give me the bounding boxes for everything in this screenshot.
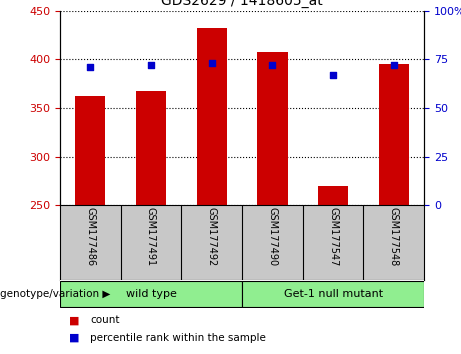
Bar bbox=[75, 96, 106, 205]
Text: ■: ■ bbox=[69, 315, 80, 325]
Text: genotype/variation ▶: genotype/variation ▶ bbox=[0, 289, 110, 299]
Text: GSM177486: GSM177486 bbox=[85, 207, 95, 266]
Text: GSM177490: GSM177490 bbox=[267, 207, 278, 266]
Text: percentile rank within the sample: percentile rank within the sample bbox=[90, 333, 266, 343]
Title: GDS2629 / 1418605_at: GDS2629 / 1418605_at bbox=[161, 0, 323, 8]
Bar bbox=[136, 91, 166, 205]
Text: ■: ■ bbox=[69, 333, 80, 343]
Text: wild type: wild type bbox=[125, 289, 177, 299]
Point bbox=[269, 62, 276, 68]
Bar bbox=[60, 281, 242, 307]
Point bbox=[87, 64, 94, 70]
Text: GSM177547: GSM177547 bbox=[328, 207, 338, 266]
Point bbox=[329, 72, 337, 78]
Bar bbox=[196, 28, 227, 205]
Text: GSM177548: GSM177548 bbox=[389, 207, 399, 266]
Bar bbox=[257, 52, 288, 205]
Text: count: count bbox=[90, 315, 119, 325]
Bar bbox=[318, 186, 348, 205]
Point bbox=[148, 62, 155, 68]
Point bbox=[390, 62, 397, 68]
Bar bbox=[378, 64, 409, 205]
Bar bbox=[242, 281, 424, 307]
Point bbox=[208, 61, 215, 66]
Text: GSM177491: GSM177491 bbox=[146, 207, 156, 266]
Text: Get-1 null mutant: Get-1 null mutant bbox=[284, 289, 383, 299]
Text: GSM177492: GSM177492 bbox=[207, 207, 217, 266]
